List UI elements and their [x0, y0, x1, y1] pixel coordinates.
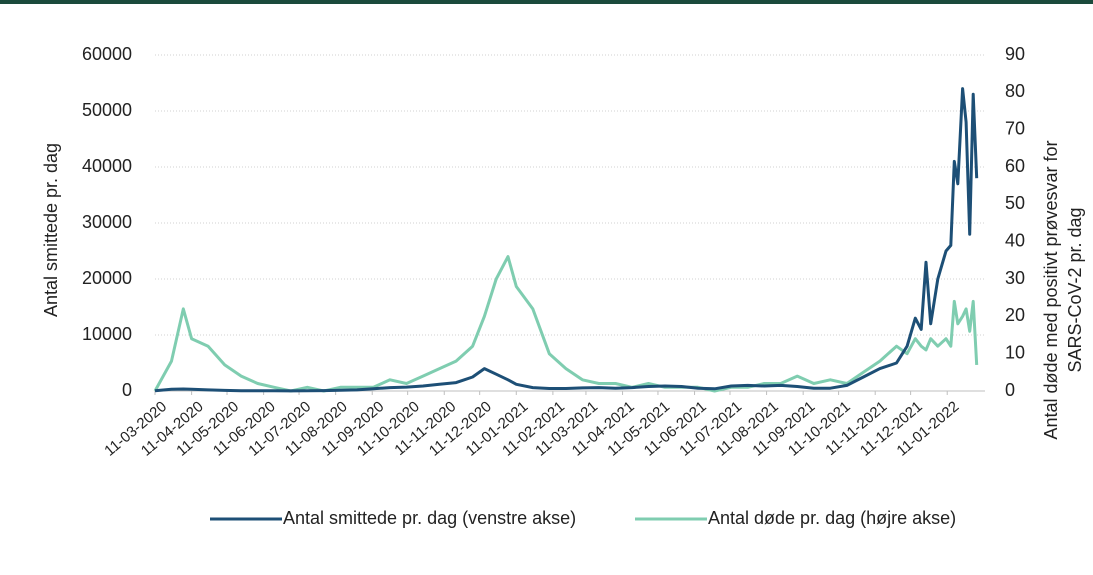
y2-tick-label: 80 — [1005, 81, 1025, 101]
y-tick-label: 30000 — [82, 212, 132, 232]
y2-axis-title: SARS-CoV-2 pr. dag — [1065, 207, 1085, 372]
y2-axis-title: Antal døde med positivt prøvesvar for — [1041, 140, 1061, 439]
y-axis-title: Antal smittede pr. dag — [41, 143, 61, 317]
y2-tick-label: 50 — [1005, 193, 1025, 213]
y2-tick-label: 60 — [1005, 156, 1025, 176]
y2-tick-label: 90 — [1005, 44, 1025, 64]
top-border — [0, 0, 1093, 4]
legend-label: Antal døde pr. dag (højre akse) — [708, 508, 956, 528]
y-tick-label: 40000 — [82, 156, 132, 176]
y-tick-label: 60000 — [82, 44, 132, 64]
y-tick-label: 0 — [122, 380, 132, 400]
y-tick-label: 10000 — [82, 324, 132, 344]
y-tick-label: 50000 — [82, 100, 132, 120]
y2-tick-label: 10 — [1005, 342, 1025, 362]
y2-tick-label: 0 — [1005, 380, 1015, 400]
y2-tick-label: 70 — [1005, 118, 1025, 138]
y2-tick-label: 40 — [1005, 230, 1025, 250]
series-line — [154, 87, 979, 393]
legend-label: Antal smittede pr. dag (venstre akse) — [283, 508, 576, 528]
y2-tick-label: 30 — [1005, 268, 1025, 288]
y2-tick-label: 20 — [1005, 305, 1025, 325]
y-tick-label: 20000 — [82, 268, 132, 288]
